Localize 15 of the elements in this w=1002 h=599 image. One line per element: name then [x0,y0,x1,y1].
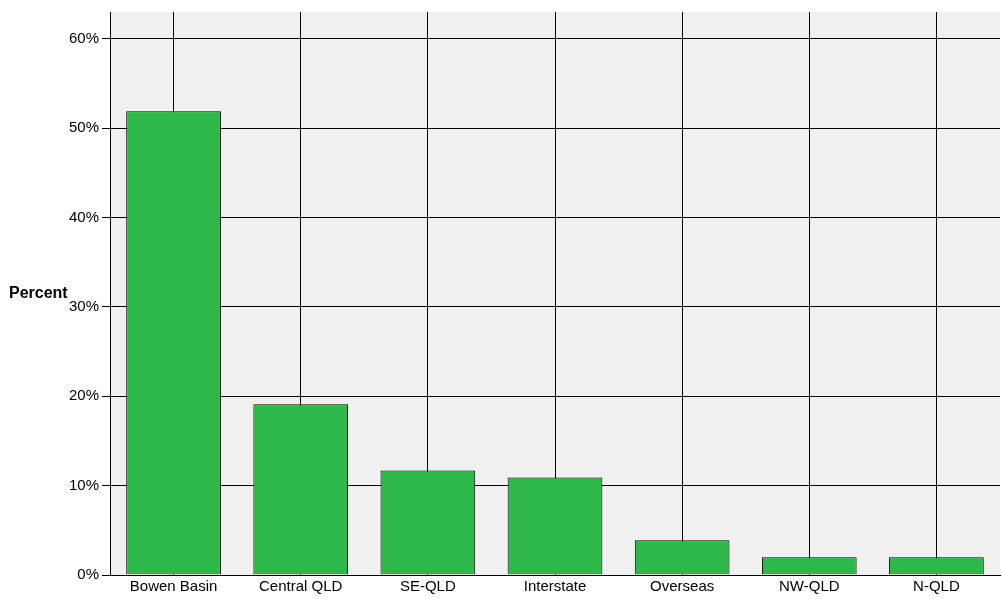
y-tick-label: 30% [68,297,99,315]
x-tick-label: Central QLD [259,577,343,595]
y-tick-label: 20% [68,386,99,404]
x-tick-label: NW-QLD [779,577,840,595]
x-tick-label: SE-QLD [399,577,456,595]
y-tick-label: 10% [68,475,99,493]
x-tick-label: Interstate [523,577,587,595]
x-tick-label: Overseas [650,577,715,595]
x-tick-label: Bowen Basin [129,577,218,595]
y-tick-label: 60% [68,28,99,46]
y-tick-label: 40% [68,207,99,225]
y-tick-label: 0% [77,565,99,583]
x-tick-label: N-QLD [913,577,960,595]
y-tick-label: 50% [68,118,99,136]
y-axis-title: Percent [9,283,69,301]
